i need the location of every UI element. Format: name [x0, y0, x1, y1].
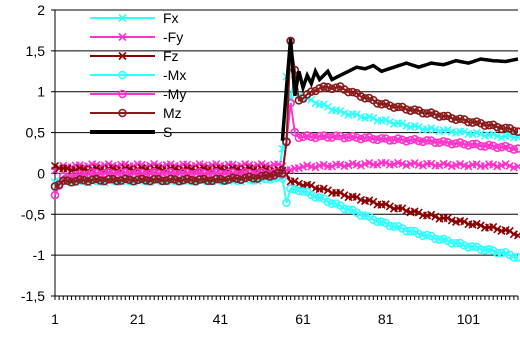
grid-layer [55, 10, 518, 296]
legend-label-s: S [163, 124, 172, 140]
y-tick-label-6: -1 [33, 247, 46, 263]
x-tick-label-5: 101 [457, 311, 481, 327]
legend-item-my: -My [90, 86, 186, 102]
y-tick-label-3: 0,5 [26, 125, 46, 141]
legend-label-my: -My [163, 86, 186, 102]
y-tick-label-4: 0 [37, 165, 45, 181]
x-tick-label-4: 81 [378, 311, 394, 327]
y-tick-label-5: -0,5 [21, 206, 45, 222]
legend-item-mz: Mz [90, 105, 182, 121]
legend: Fx -Fy Fz -Mx -My Mz S [90, 10, 186, 140]
y-tick-label-1: 1,5 [26, 43, 46, 59]
legend-label-fx: Fx [163, 10, 179, 26]
legend-label-mx: -Mx [163, 67, 186, 83]
legend-item-fx: Fx [90, 10, 179, 26]
y-tick-label-7: -1,5 [21, 288, 45, 304]
x-tick-label-0: 1 [51, 311, 59, 327]
legend-item-s: S [90, 124, 172, 140]
legend-label-fy: -Fy [163, 29, 183, 45]
legend-item-fy: -Fy [90, 29, 183, 45]
legend-label-mz: Mz [163, 105, 182, 121]
y-tick-label-2: 1 [37, 84, 45, 100]
x-tick-label-2: 41 [213, 311, 229, 327]
y-tick-label-0: 2 [37, 2, 45, 18]
x-tick-label-3: 61 [295, 311, 311, 327]
x-tick-label-1: 21 [130, 311, 146, 327]
legend-item-mx: -Mx [90, 67, 186, 83]
legend-label-fz: Fz [163, 48, 179, 64]
